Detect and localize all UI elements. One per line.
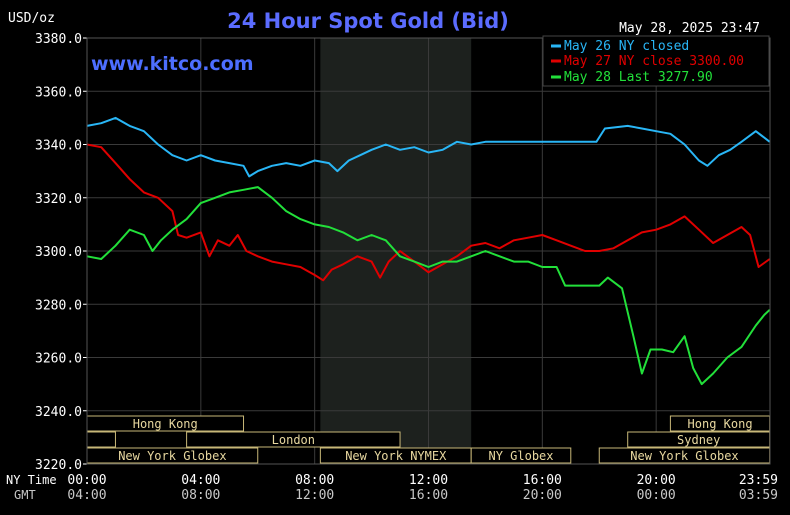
x-tick-ny: 00:00 xyxy=(67,473,106,488)
session-bar xyxy=(470,447,572,464)
x-tick-ny: 12:00 xyxy=(409,473,448,488)
x-tick-ny: 23:59 xyxy=(739,473,778,488)
legend-label-may26: May 26 NY closed xyxy=(564,39,689,54)
y-tick-label: 3240.0 xyxy=(35,405,82,420)
legend-label-may27: May 27 NY close 3300.00 xyxy=(564,54,744,69)
unit-label: USD/oz xyxy=(8,11,55,26)
session-bar xyxy=(86,431,116,448)
x-tick-ny: 16:00 xyxy=(523,473,562,488)
y-tick-label: 3380.0 xyxy=(35,32,82,47)
y-tick-label: 3340.0 xyxy=(35,139,82,154)
x-tick-ny: 04:00 xyxy=(181,473,220,488)
session-label: Sydney xyxy=(677,433,720,447)
x-tick-gmt: 04:00 xyxy=(67,488,106,503)
watermark-kitco: www.kitco.com xyxy=(91,53,254,75)
legend: May 26 NY closed May 27 NY close 3300.00… xyxy=(542,35,770,87)
y-tick-label: 3220.0 xyxy=(35,458,82,473)
legend-box xyxy=(542,35,770,87)
session-bar xyxy=(186,431,401,448)
session-label: Hong Kong xyxy=(688,417,753,431)
price-series xyxy=(86,116,771,386)
x-tick-gmt: 20:00 xyxy=(523,488,562,503)
session-label: New York Globex xyxy=(118,449,226,463)
legend-label-may28: May 28 Last 3277.90 xyxy=(564,70,713,85)
y-tick-label: 3360.0 xyxy=(35,85,82,100)
session-label: New York Globex xyxy=(630,449,738,463)
x-tick-gmt: 00:00 xyxy=(637,488,676,503)
y-tick-label: 3300.0 xyxy=(35,245,82,260)
x-tick-gmt: 03:59 xyxy=(739,488,778,503)
session-label: London xyxy=(272,433,315,447)
series-may26-line xyxy=(86,116,771,178)
timestamp: May 28, 2025 23:47 xyxy=(619,21,760,36)
session-label: NY Globex xyxy=(488,449,553,463)
x-tick-gmt: 16:00 xyxy=(409,488,448,503)
x-tick-gmt: 08:00 xyxy=(181,488,220,503)
gmt-row-label: GMT xyxy=(14,488,36,502)
session-label: New York NYMEX xyxy=(345,449,447,463)
market-sessions: Hong Kong Hong Kong London Sydney New York G… xyxy=(86,415,771,464)
chart-title: 24 Hour Spot Gold (Bid) xyxy=(227,9,509,33)
plot-frame xyxy=(86,37,771,465)
x-tick-gmt: 12:00 xyxy=(295,488,334,503)
y-axis-tick-labels: 3220.0 3240.0 3260.0 3280.0 3300.0 3320.0 3340… xyxy=(35,32,87,473)
y-tick-label: 3260.0 xyxy=(35,352,82,367)
x-tick-ny: 08:00 xyxy=(295,473,334,488)
ny-time-row-label: NY Time xyxy=(6,473,57,487)
y-tick-label: 3320.0 xyxy=(35,192,82,207)
session-label: Hong Kong xyxy=(133,417,198,431)
y-tick-label: 3280.0 xyxy=(35,298,82,313)
series-may27-line xyxy=(86,143,771,282)
x-axis-tick-labels: 00:0004:0004:0008:0008:0012:0012:0016:00… xyxy=(67,473,778,503)
series-may28-line xyxy=(86,186,771,386)
x-tick-ny: 20:00 xyxy=(637,473,676,488)
